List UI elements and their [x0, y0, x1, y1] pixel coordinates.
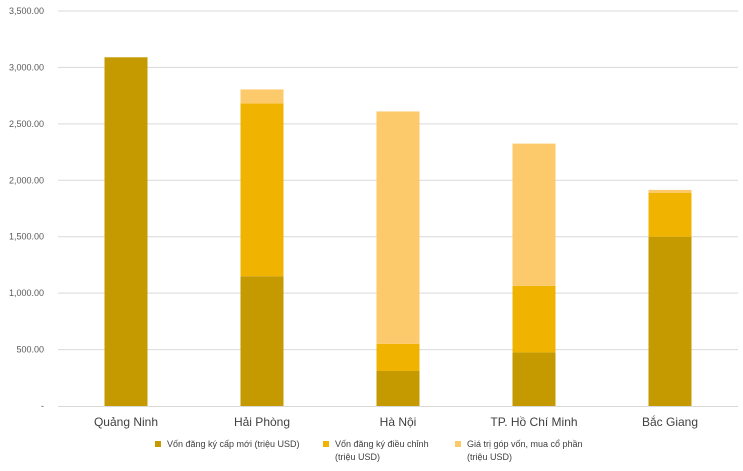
bar-segment-tp-ho-chi-minh-series-1: [512, 352, 556, 406]
y-tick-label: 1,500.00: [9, 232, 44, 242]
bar-segment-tp-ho-chi-minh-series-3: [512, 143, 556, 286]
bar-segment-bac-giang-series-2: [648, 192, 692, 237]
legend-swatch-series-3: [455, 441, 461, 447]
y-tick-label: 2,000.00: [9, 175, 44, 185]
y-axis-ticks: - 500.00 1,000.00 1,500.00 2,000.00 2,500.00 3…: [9, 6, 44, 411]
bar-segment-hai-phong-series-2: [240, 103, 284, 277]
bars: [104, 57, 692, 407]
legend-label-series-1: Vốn đăng ký cấp mới (triệu USD): [167, 439, 299, 449]
bar-segment-hai-phong-series-3: [240, 89, 284, 104]
x-tick-label-quang-ninh: Quảng Ninh: [94, 415, 158, 429]
y-tick-label: 3,500.00: [9, 6, 44, 16]
bar-segment-tp-ho-chi-minh-series-2: [512, 285, 556, 353]
legend: Vốn đăng ký cấp mới (triệu USD) Vốn đăng …: [155, 439, 583, 462]
bar-segment-quang-ninh-series-1: [104, 57, 148, 407]
legend-swatch-series-1: [155, 441, 161, 447]
bar-segment-bac-giang-series-3: [648, 189, 692, 193]
y-tick-label: 500.00: [16, 345, 44, 355]
x-tick-label-tp-ho-chi-minh: TP. Hồ Chí Minh: [490, 415, 577, 429]
x-axis-labels: Quảng Ninh Hải Phòng Hà Nội TP. Hồ Chí Minh…: [94, 414, 698, 429]
legend-label-series-3: Giá trị góp vốn, mua cổ phần (triệu USD): [467, 439, 583, 462]
legend-swatch-series-2: [323, 441, 329, 447]
legend-label-series-2: Vốn đăng ký điều chỉnh (triệu USD): [335, 439, 429, 462]
bar-segment-bac-giang-series-1: [648, 236, 692, 406]
x-tick-label-bac-giang: Bắc Giang: [642, 414, 698, 429]
y-tick-label: 2,500.00: [9, 119, 44, 129]
x-tick-label-ha-noi: Hà Nội: [380, 415, 417, 429]
bar-segment-ha-noi-series-2: [376, 343, 420, 372]
bar-segment-ha-noi-series-3: [376, 111, 420, 344]
y-tick-label: 1,000.00: [9, 288, 44, 298]
y-tick-label: -: [41, 401, 44, 411]
bar-segment-ha-noi-series-1: [376, 371, 420, 406]
y-tick-label: 3,000.00: [9, 62, 44, 72]
x-tick-label-hai-phong: Hải Phòng: [234, 415, 290, 429]
bar-segment-hai-phong-series-1: [240, 276, 284, 406]
